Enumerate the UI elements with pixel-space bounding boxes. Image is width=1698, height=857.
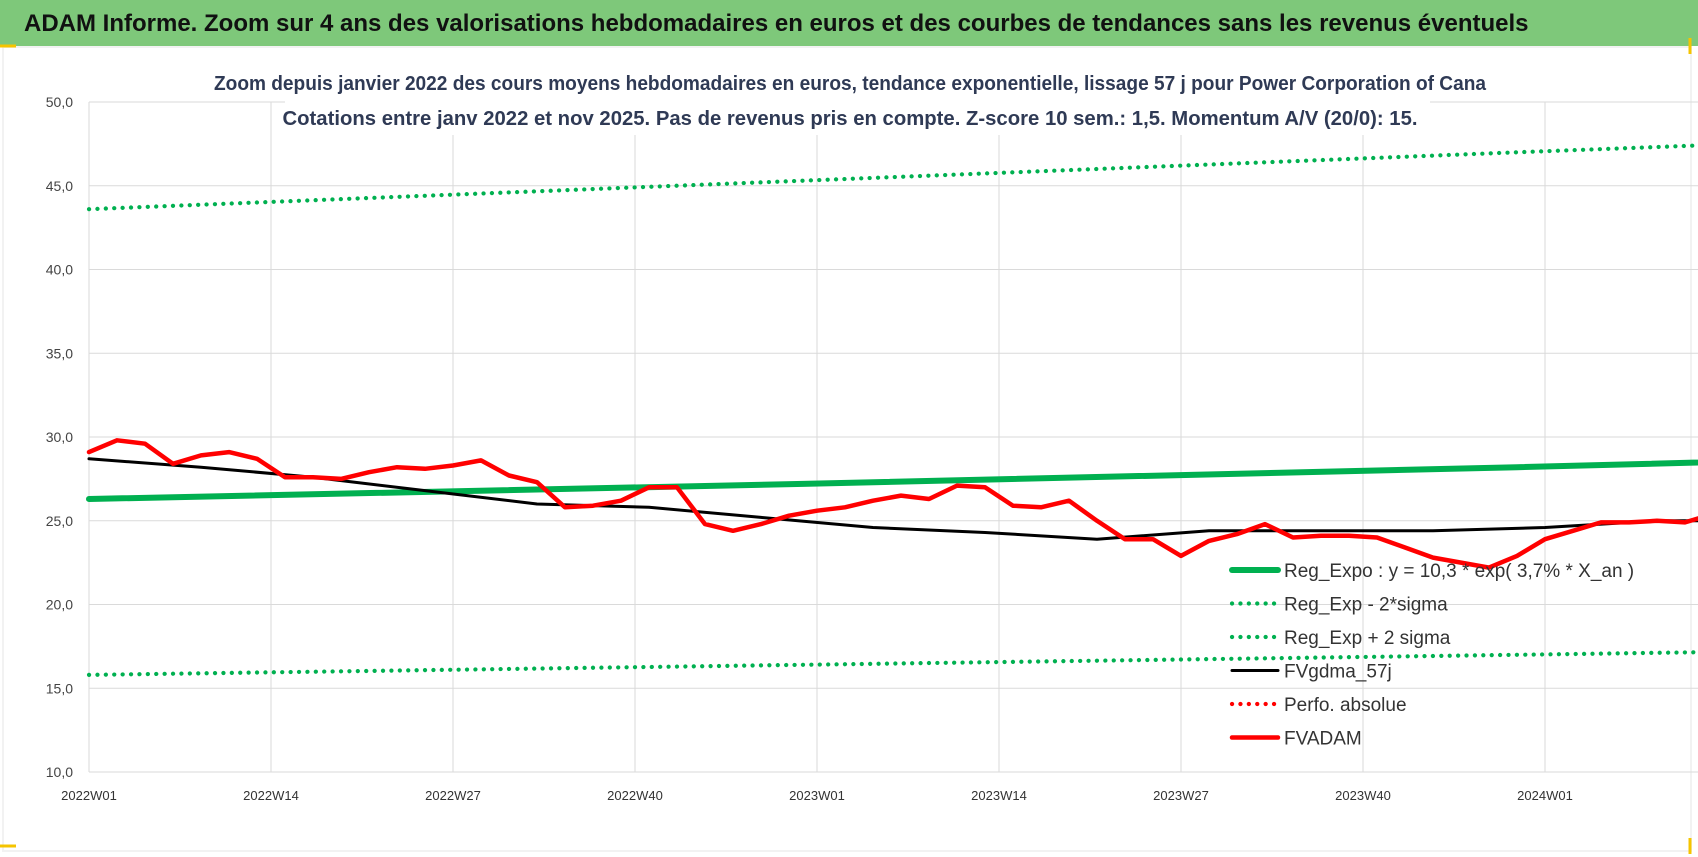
corner-mark-bottom-left [0, 844, 16, 848]
subtitle-line: Cotations entre janv 2022 et nov 2025. P… [283, 108, 1418, 130]
legend-label-reg-exp-2-sigma: Reg_Exp + 2 sigma [1284, 628, 1451, 649]
series-layer [86, 143, 1698, 678]
page-title: ADAM Informe. Zoom sur 4 ans des valoris… [0, 0, 1698, 46]
y-tick-label: 15,0 [46, 680, 73, 696]
y-tick-label: 50,0 [46, 94, 73, 110]
chart-subtitle: Zoom depuis janvier 2022 des cours moyen… [210, 66, 1495, 135]
x-tick-label: 2023W14 [971, 788, 1027, 803]
corner-mark-top-left [0, 44, 16, 48]
y-tick-label: 35,0 [46, 345, 73, 361]
x-tick-label: 2022W14 [243, 788, 299, 803]
subtitle-line: Zoom depuis janvier 2022 des cours moyen… [214, 73, 1487, 95]
y-tick-label: 45,0 [46, 178, 73, 194]
legend-label-fvgdma-57j: FVgdma_57j [1284, 662, 1392, 683]
x-tick-label: 2023W27 [1153, 788, 1209, 803]
series-line-fvgdma-57j [87, 457, 1698, 541]
y-tick-label: 20,0 [46, 597, 73, 613]
corner-mark-bottom-right [1688, 838, 1692, 854]
y-tick-label: 25,0 [46, 513, 73, 529]
legend-label-fvadam: FVADAM [1284, 729, 1362, 750]
legend-label-perfo-absolue: Perfo. absolue [1284, 695, 1407, 716]
subtitle-bg [285, 99, 1430, 135]
y-tick-label: 30,0 [46, 429, 73, 445]
legend: Reg_Expo : y = 10,3 * exp( 3,7% * X_an )… [1229, 561, 1634, 750]
chart-frame [2, 46, 1692, 852]
y-tick-label: 40,0 [46, 262, 73, 278]
legend-label-reg-expo-y-10-3-exp-3-7-x-an: Reg_Expo : y = 10,3 * exp( 3,7% * X_an ) [1284, 561, 1634, 582]
subtitle-bg [210, 66, 1495, 99]
x-tick-label: 2022W40 [607, 788, 663, 803]
series-line-fvadam [86, 438, 1698, 570]
x-tick-label: 2022W27 [425, 788, 481, 803]
legend-label-reg-exp-2-sigma: Reg_Exp - 2*sigma [1284, 595, 1448, 616]
series-line-reg-expo-y-10-3-exp-3-7-x-an [86, 459, 1698, 502]
grid [88, 101, 1698, 773]
axis-ticks: 10,0 15,0 20,0 25,0 30,0 35,0 40,0 45,0 50,0 2022… [46, 94, 1573, 803]
x-tick-label: 2024W01 [1517, 788, 1573, 803]
y-tick-label: 10,0 [46, 764, 73, 780]
series-line-reg-exp-2-sigma [86, 143, 1698, 212]
series-line-reg-exp-2-sigma [86, 650, 1698, 678]
x-tick-label: 2023W01 [789, 788, 845, 803]
x-tick-label: 2022W01 [61, 788, 117, 803]
x-tick-label: 2023W40 [1335, 788, 1391, 803]
corner-mark-top-right [1688, 38, 1692, 54]
